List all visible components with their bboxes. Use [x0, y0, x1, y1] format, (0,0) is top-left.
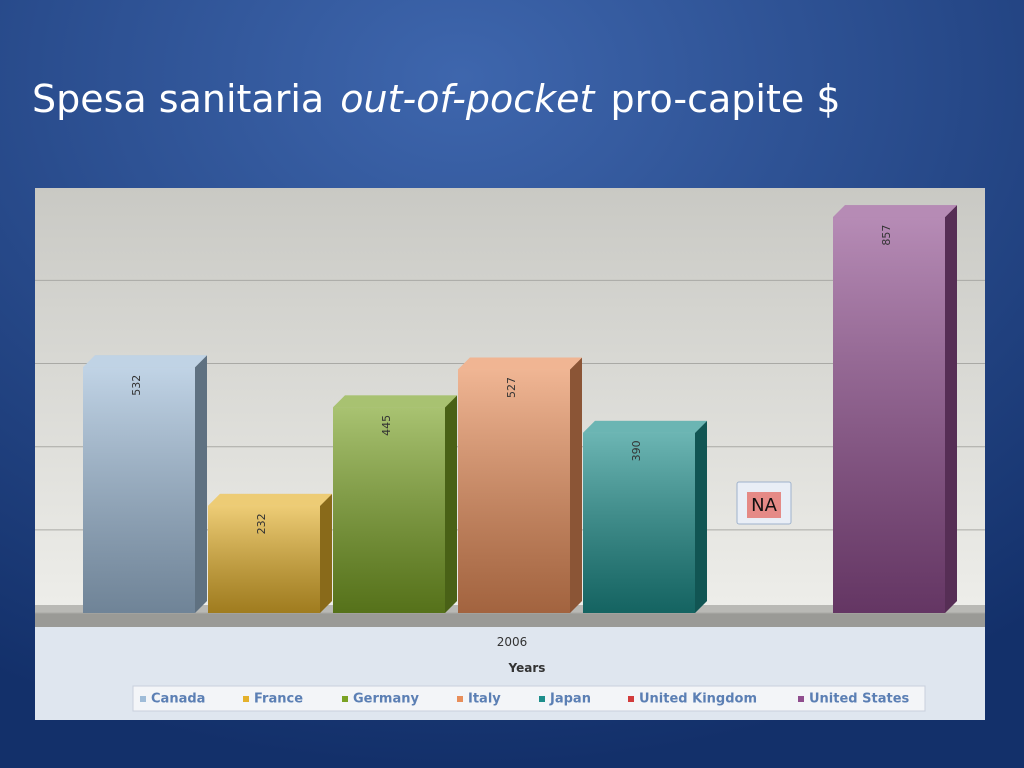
- chart-title: Spesa sanitaria out-of-pocket pro-capite…: [32, 77, 841, 121]
- bar-group: 445: [333, 395, 457, 613]
- bar-top-shade: [583, 420, 707, 433]
- legend-swatch: [457, 696, 463, 702]
- bar-shade: [583, 432, 695, 613]
- bar-side-shade: [195, 355, 207, 613]
- value-label: 532: [130, 375, 143, 396]
- bar-group: 390: [583, 420, 707, 613]
- bar-shade: [83, 367, 195, 613]
- bar-top: [458, 357, 582, 370]
- bar-side: [320, 493, 332, 613]
- bar-side-shade: [570, 357, 582, 613]
- floor-edge: [35, 613, 985, 627]
- bar-group: 857: [833, 205, 957, 613]
- bar-top-shade: [208, 493, 332, 506]
- title-part: pro-capite $: [611, 77, 841, 121]
- legend-swatch: [342, 696, 348, 702]
- x-tick-label: 2006: [497, 635, 528, 649]
- bar-shade: [333, 407, 445, 613]
- bar-top-shade: [333, 395, 457, 408]
- bar-group: 232: [208, 493, 332, 613]
- bar-side: [195, 355, 207, 613]
- bar-top-shade: [458, 357, 582, 370]
- legend-label: Canada: [151, 692, 205, 707]
- legend-box: [132, 685, 926, 712]
- x-axis-label: Years: [508, 661, 546, 675]
- value-label: 857: [880, 225, 893, 246]
- legend-swatch: [243, 696, 249, 702]
- title-part: Spesa sanitaria: [32, 77, 324, 121]
- bar-shade: [208, 505, 320, 613]
- bar-shade: [833, 217, 945, 613]
- legend-swatch: [798, 696, 804, 702]
- bar-top: [208, 493, 332, 506]
- na-mark: [747, 492, 781, 518]
- bar-side: [945, 205, 957, 613]
- bar-group: 532: [83, 355, 207, 613]
- legend-swatch: [539, 696, 545, 702]
- bar-side: [445, 395, 457, 613]
- bar-top-shade: [83, 355, 207, 368]
- value-label: 232: [255, 513, 268, 534]
- legend-swatch: [140, 696, 146, 702]
- bar-top: [833, 205, 957, 218]
- bar-side-shade: [945, 205, 957, 613]
- bar-top: [83, 355, 207, 368]
- legend-swatch: [628, 696, 634, 702]
- bar-shade: [458, 369, 570, 613]
- bar-group: 527: [458, 357, 582, 613]
- title-part: out-of-pocket: [340, 77, 596, 121]
- legend-label: Germany: [353, 692, 419, 707]
- bar-side-shade: [320, 493, 332, 613]
- legend-label: United States: [809, 692, 910, 707]
- value-label: 445: [380, 415, 393, 436]
- legend-label: Japan: [549, 692, 591, 707]
- bar-side-shade: [445, 395, 457, 613]
- bar-top: [333, 395, 457, 408]
- value-label: NA: [751, 495, 777, 516]
- legend-label: Italy: [468, 692, 501, 707]
- bar-top: [583, 420, 707, 433]
- legend-label: United Kingdom: [639, 692, 757, 707]
- bar-top-shade: [833, 205, 957, 218]
- legend-label: France: [254, 692, 303, 707]
- value-label: 390: [630, 440, 643, 461]
- bar-side: [570, 357, 582, 613]
- bar-side-shade: [695, 420, 707, 613]
- value-label: 527: [505, 377, 518, 398]
- bar-side: [695, 420, 707, 613]
